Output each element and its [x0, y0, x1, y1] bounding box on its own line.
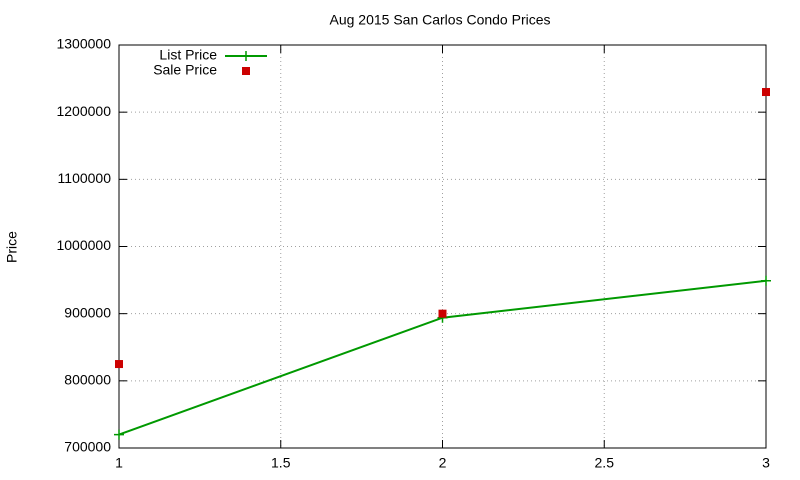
y-axis-label: Price — [4, 231, 20, 263]
x-tick-label: 2 — [439, 455, 447, 471]
y-tick-label: 1300000 — [56, 36, 111, 52]
y-tick-label: 1000000 — [56, 237, 111, 253]
y-tick-label: 1200000 — [56, 103, 111, 119]
chart-title: Aug 2015 San Carlos Condo Prices — [329, 12, 550, 28]
point-marker — [241, 51, 251, 61]
x-tick-label: 1 — [115, 455, 123, 471]
point-marker — [115, 360, 123, 369]
y-tick-label: 700000 — [64, 439, 111, 455]
x-tick-label: 1.5 — [271, 455, 291, 471]
y-tick-label: 1100000 — [58, 170, 112, 186]
point-marker — [438, 309, 447, 318]
point-marker — [114, 429, 124, 440]
y-tick-label: 800000 — [64, 372, 111, 388]
point-marker — [762, 88, 770, 97]
x-tick-label: 2.5 — [595, 455, 615, 471]
legend-label: List Price — [159, 47, 217, 63]
point-marker — [242, 67, 250, 75]
y-tick-label: 900000 — [64, 304, 111, 320]
legend-label: Sale Price — [153, 62, 217, 78]
plot-border — [118, 44, 767, 449]
x-tick-label: 3 — [762, 455, 770, 471]
point-marker — [761, 275, 771, 286]
